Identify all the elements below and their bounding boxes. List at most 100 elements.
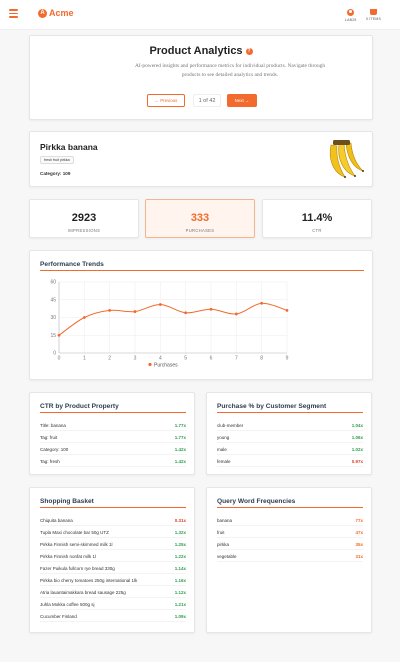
page-title-text: Product Analytics (149, 45, 243, 57)
brand-name[interactable]: Acme (49, 8, 74, 18)
row-label: Title: banana (40, 423, 66, 428)
row-value: 1.14x (174, 566, 186, 571)
section-divider (40, 412, 186, 413)
previous-button[interactable]: ← Previous (147, 94, 185, 107)
row-label: Atria lauantaimakkara bread sausage 225g (40, 590, 126, 595)
list-item: Tupla Maxi chocolate bar 50g UTZ 1.32x (40, 528, 186, 538)
list-item: young 1.06x (217, 433, 363, 443)
row-label: Cucumber Finland (40, 614, 77, 619)
user-icon (347, 9, 355, 16)
stat-label: PURCHASES (185, 228, 215, 233)
product-category: Category: 109 (40, 171, 70, 176)
stat-card-purchases[interactable]: 333 PURCHASES (145, 199, 255, 238)
legend-label: Purchases (154, 363, 178, 369)
list-item: Pirkka bio cherry tomatoes 250g internat… (40, 576, 186, 586)
section-title: Purchase % by Customer Segment (217, 403, 327, 410)
row-label: young (217, 435, 230, 440)
x-tick-label: 7 (235, 356, 238, 362)
x-tick-label: 6 (210, 356, 213, 362)
list-item: Cucumber Finland 1.09x (40, 612, 186, 622)
data-point (158, 303, 162, 306)
row-label: Pirkka Finnish nonfat milk 1l (40, 554, 97, 559)
row-value: 47x (355, 530, 363, 535)
x-tick-label: 9 (286, 356, 289, 362)
help-icon[interactable]: ? (245, 47, 253, 55)
performance-trends-card: Performance Trends 0 15 30 45 60 0 1 2 3 4 5 6 7 8 9 Pu… (29, 250, 373, 380)
list-item: Pirkka Finnish nonfat milk 1l 1.22x (40, 552, 186, 562)
account-button[interactable]: LAB25 (345, 9, 357, 22)
list-item: Tag: fresh 1.42x (40, 457, 186, 467)
row-value: 77x (355, 518, 363, 523)
stat-value: 333 (190, 212, 210, 224)
data-point (108, 309, 112, 312)
list-item: club-member 1.04x (217, 421, 363, 431)
row-label: Tag: fresh (40, 459, 60, 464)
y-tick-label: 45 (50, 297, 56, 303)
list-item: banana 77x (217, 516, 363, 526)
page-description: AI-powered insights and performance metr… (134, 63, 326, 78)
product-tag: fresh fruit pirkka (40, 156, 74, 164)
account-label: LAB25 (345, 18, 357, 22)
logo-icon[interactable]: A (38, 9, 47, 18)
banana-image (329, 140, 364, 178)
data-point (209, 307, 213, 311)
x-tick-label: 0 (58, 356, 61, 362)
list-item: male 1.02x (217, 445, 363, 455)
row-value: 0.31x (174, 518, 186, 523)
list-item: Tag: fruit 1.77x (40, 433, 186, 443)
list-item: Juhla Mokka coffee 500g sj 1.21x (40, 600, 186, 610)
row-label: pirkka (217, 542, 230, 547)
x-tick-label: 8 (260, 356, 263, 362)
page-title: Product Analytics? (30, 45, 372, 57)
data-point (184, 311, 188, 315)
row-value: 1.22x (174, 554, 186, 559)
row-value: 1.09x (174, 614, 186, 619)
cart-icon (370, 9, 377, 15)
section-title: Performance Trends (40, 261, 104, 268)
product-card: Pirkka banana fresh fruit pirkka Categor… (29, 131, 373, 187)
row-label: Tupla Maxi chocolate bar 50g UTZ (40, 530, 109, 535)
row-label: female (217, 459, 231, 464)
data-point (234, 312, 238, 316)
y-tick-label: 30 (50, 315, 56, 321)
row-label: fruit (217, 530, 225, 535)
category-value: 109 (62, 171, 71, 176)
series-line-purchases (58, 302, 288, 336)
legend-marker (148, 362, 152, 367)
row-value: 1.32x (174, 530, 186, 535)
stat-value: 2923 (71, 212, 97, 224)
row-value: 0.97x (351, 459, 363, 464)
y-tick-label: 60 (50, 280, 56, 286)
list-item: fruit 47x (217, 528, 363, 538)
row-label: male (217, 447, 227, 452)
stat-card-impressions: 2923 IMPRESSIONS (29, 199, 139, 238)
row-label: Fazer Puikula fullcorn rye bread 330g (40, 566, 115, 571)
row-value: 1.04x (351, 423, 363, 428)
data-point (260, 301, 264, 305)
row-value: 1.16x (174, 578, 186, 583)
row-label: Juhla Mokka coffee 500g sj (40, 602, 95, 607)
x-tick-label: 5 (184, 356, 187, 362)
section-divider (40, 507, 186, 508)
hero-card: Product Analytics? AI-powered insights a… (29, 35, 373, 120)
section-title: CTR by Product Property (40, 403, 119, 410)
section-divider (217, 412, 363, 413)
list-item: Pirkka Finnish semi-skimmed milk 1l 1.25x (40, 540, 186, 550)
menu-icon[interactable] (9, 9, 18, 18)
x-tick-label: 3 (134, 356, 137, 362)
purchase-segment-card: Purchase % by Customer Segment club-memb… (206, 392, 372, 475)
data-point (285, 309, 289, 312)
row-label: Pirkka Finnish semi-skimmed milk 1l (40, 542, 113, 547)
list-item: Title: banana 1.77x (40, 421, 186, 431)
next-button[interactable]: Next → (227, 94, 257, 107)
y-tick-label: 0 (53, 351, 56, 357)
cart-button[interactable]: 0 ITEMS (366, 9, 381, 21)
cart-label: 0 ITEMS (366, 17, 382, 21)
row-label: vegetable (217, 554, 237, 559)
product-name: Pirkka banana (40, 142, 98, 152)
stat-card-ctr: 11.4% CTR (262, 199, 372, 238)
section-divider (40, 270, 364, 271)
list-item: Chiquita banana 0.31x (40, 516, 186, 526)
x-tick-label: 2 (108, 356, 111, 362)
list-item: female 0.97x (217, 457, 363, 467)
